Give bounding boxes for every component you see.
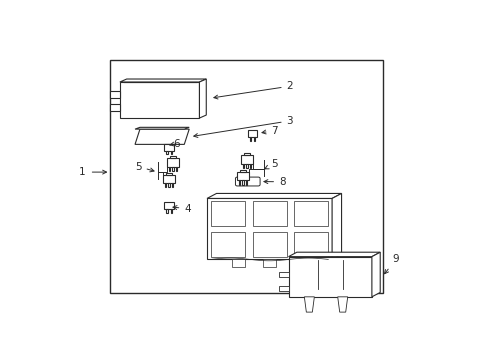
Polygon shape — [294, 260, 306, 267]
Polygon shape — [172, 167, 173, 171]
Polygon shape — [331, 193, 341, 260]
Text: 5: 5 — [135, 162, 154, 172]
Polygon shape — [206, 198, 331, 260]
Polygon shape — [371, 252, 380, 297]
Polygon shape — [210, 201, 244, 226]
Polygon shape — [252, 232, 286, 257]
Polygon shape — [170, 150, 172, 154]
Polygon shape — [164, 144, 174, 150]
Text: 4: 4 — [173, 204, 190, 214]
Polygon shape — [170, 209, 172, 213]
Polygon shape — [120, 79, 206, 82]
Polygon shape — [278, 272, 288, 277]
Polygon shape — [232, 260, 244, 267]
Polygon shape — [242, 164, 244, 168]
Polygon shape — [163, 175, 175, 183]
Text: 9: 9 — [384, 255, 399, 274]
Polygon shape — [294, 201, 327, 226]
Polygon shape — [242, 180, 243, 185]
Polygon shape — [239, 180, 240, 185]
Polygon shape — [110, 91, 120, 98]
Polygon shape — [337, 297, 347, 312]
Text: 2: 2 — [213, 81, 293, 99]
Polygon shape — [168, 167, 170, 171]
Polygon shape — [243, 153, 249, 156]
Polygon shape — [175, 167, 177, 171]
Polygon shape — [288, 257, 371, 297]
Polygon shape — [249, 164, 250, 168]
Polygon shape — [249, 137, 251, 140]
Bar — [110, 60, 383, 293]
Polygon shape — [169, 156, 176, 158]
Polygon shape — [120, 82, 199, 118]
Polygon shape — [210, 232, 244, 257]
Polygon shape — [304, 297, 314, 312]
Text: 7: 7 — [262, 126, 278, 135]
Polygon shape — [263, 260, 275, 267]
Polygon shape — [241, 156, 252, 164]
Polygon shape — [237, 172, 248, 180]
FancyBboxPatch shape — [235, 177, 260, 186]
Polygon shape — [165, 173, 172, 175]
Polygon shape — [110, 104, 120, 111]
Polygon shape — [167, 158, 178, 167]
Polygon shape — [171, 183, 173, 187]
Polygon shape — [206, 193, 341, 198]
Polygon shape — [294, 232, 327, 257]
Polygon shape — [240, 170, 245, 172]
Text: 1: 1 — [79, 167, 85, 177]
Polygon shape — [253, 137, 255, 140]
Polygon shape — [278, 286, 288, 291]
Polygon shape — [199, 79, 206, 118]
Text: 8: 8 — [264, 177, 285, 187]
Polygon shape — [135, 129, 189, 144]
Polygon shape — [164, 202, 174, 209]
Polygon shape — [325, 260, 338, 267]
Polygon shape — [135, 127, 189, 129]
Text: 5: 5 — [264, 159, 278, 169]
Polygon shape — [245, 164, 247, 168]
Polygon shape — [288, 252, 380, 257]
Text: 3: 3 — [193, 116, 293, 138]
Polygon shape — [165, 183, 166, 187]
Text: 6: 6 — [169, 139, 179, 149]
Polygon shape — [245, 180, 246, 185]
Polygon shape — [166, 209, 167, 213]
Polygon shape — [166, 150, 167, 154]
Polygon shape — [168, 183, 169, 187]
Polygon shape — [252, 201, 286, 226]
Polygon shape — [247, 130, 257, 137]
